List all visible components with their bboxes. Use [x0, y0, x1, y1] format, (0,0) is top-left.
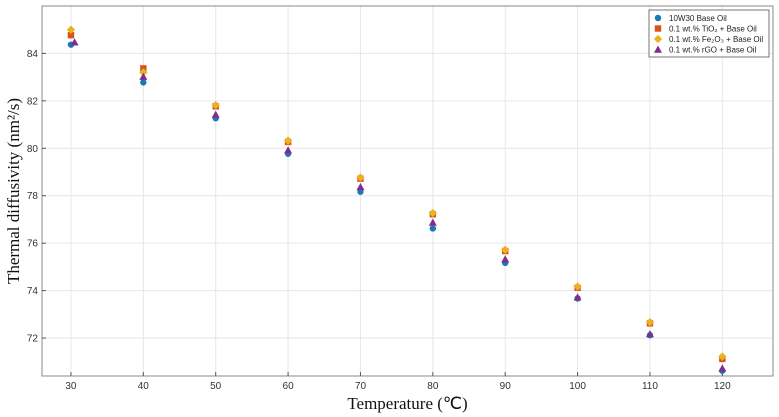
data-point [283, 136, 293, 145]
y-tick-label: 78 [27, 191, 39, 202]
x-tick-label: 50 [210, 381, 222, 392]
data-point [66, 25, 76, 34]
data-point [718, 352, 727, 361]
y-tick-label: 82 [27, 96, 39, 107]
data-point [501, 255, 510, 263]
x-tick-label: 80 [427, 381, 439, 392]
x-axis-ticks: 30 40 50 60 70 80 90 100 110 120 [65, 372, 731, 392]
x-tick-label: 40 [138, 381, 150, 392]
data-point [428, 208, 437, 218]
data-point [211, 100, 220, 110]
x-tick-label: 70 [355, 381, 367, 392]
series-3-points [70, 38, 727, 372]
data-point [67, 31, 75, 39]
x-tick-label: 90 [500, 381, 512, 392]
series-0-points [67, 41, 726, 374]
legend-item: 0.1 wt.% rGO + Base Oil [654, 45, 757, 55]
legend-label: 0.1 wt.% TiO₂ + Base Oil [669, 25, 757, 34]
y-tick-label: 72 [27, 334, 39, 345]
legend-item: 10W30 Base Oil [654, 14, 727, 23]
data-point [140, 79, 147, 86]
legend-marker [653, 34, 663, 44]
data-point [139, 68, 148, 77]
data-point [356, 182, 365, 191]
data-point [718, 364, 727, 372]
grid-lines [42, 6, 773, 376]
data-point [356, 173, 365, 182]
legend-label: 0.1 wt.% Fe₂O₃ + Base Oil [669, 35, 763, 44]
data-point [70, 38, 79, 46]
y-tick-label: 76 [27, 239, 39, 250]
data-point [428, 218, 437, 226]
plot-area [41, 5, 774, 377]
x-tick-label: 60 [283, 381, 295, 392]
y-tick-label: 74 [27, 286, 39, 297]
legend-marker [654, 14, 662, 22]
series-1-points [67, 31, 726, 363]
data-point [284, 146, 293, 154]
y-axis-label: Thermal diffusivity (nm²/s) [4, 98, 23, 284]
x-tick-label: 110 [642, 381, 658, 392]
data-point [501, 245, 510, 254]
legend-marker [654, 25, 662, 32]
legend-item: 0.1 wt.% TiO₂ + Base Oil [654, 25, 757, 34]
y-tick-label: 84 [27, 49, 39, 60]
data-point [139, 72, 148, 80]
series-2-points [66, 25, 727, 361]
legend-label: 10W30 Base Oil [669, 14, 727, 23]
data-point [211, 110, 220, 118]
legend-box [648, 9, 770, 58]
data-point [645, 330, 654, 338]
x-tick-label: 100 [569, 381, 586, 392]
x-tick-label: 30 [65, 381, 77, 392]
y-tick-label: 80 [27, 144, 39, 155]
data-point [573, 293, 582, 301]
legend-marker [654, 45, 662, 53]
data-point [645, 318, 655, 327]
data-point [429, 225, 437, 232]
data-points [66, 25, 727, 374]
legend-label: 0.1 wt.% rGO + Base Oil [669, 46, 757, 55]
x-axis-label: Temperature (℃) [347, 394, 467, 413]
x-tick-label: 120 [714, 381, 731, 392]
legend-item: 0.1 wt.% Fe₂O₃ + Base Oil [653, 34, 763, 44]
y-axis-ticks: 72 74 76 78 80 82 84 [27, 49, 46, 345]
data-point [573, 282, 582, 291]
